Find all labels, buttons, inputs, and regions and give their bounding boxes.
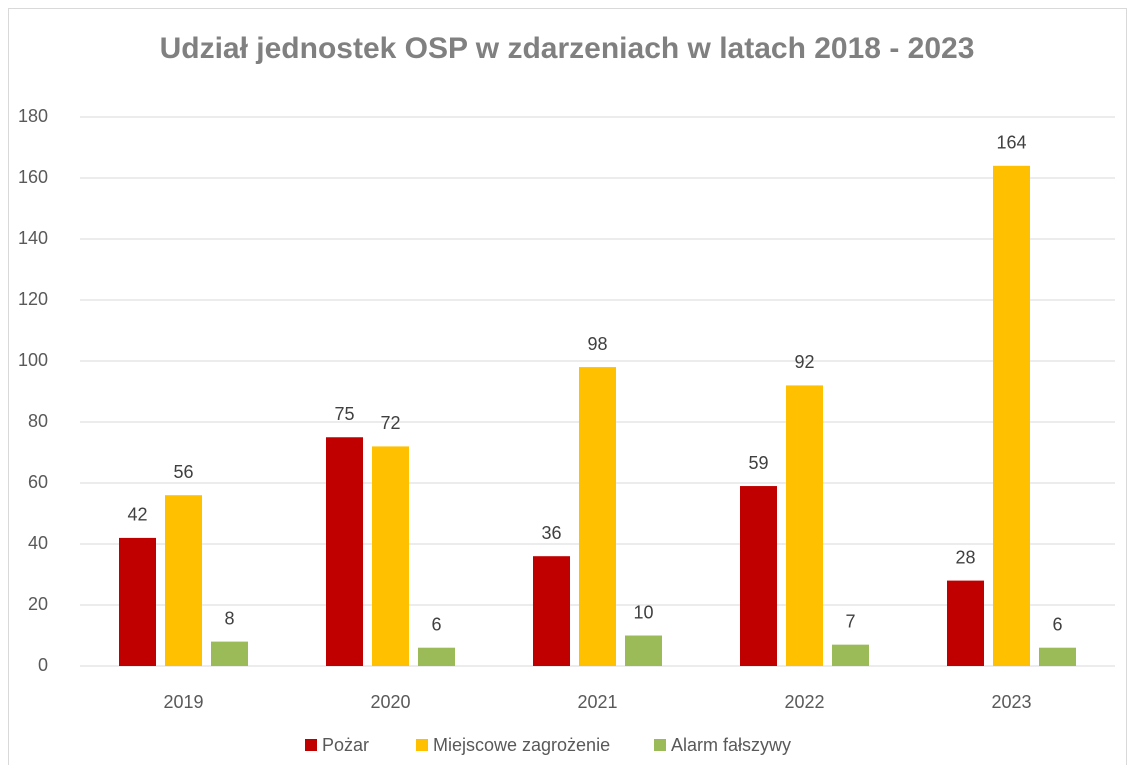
- bar: [947, 580, 984, 666]
- data-label: 8: [224, 608, 234, 628]
- data-label: 164: [996, 133, 1026, 153]
- bar: [326, 437, 363, 666]
- legend-label: Miejscowe zagrożenie: [433, 735, 610, 755]
- bar: [993, 165, 1030, 667]
- legend-swatch: [416, 739, 428, 751]
- data-label: 6: [431, 614, 441, 634]
- legend-swatch: [305, 739, 317, 751]
- x-tick-label: 2022: [784, 692, 824, 712]
- data-label: 10: [633, 602, 653, 622]
- data-label: 56: [173, 462, 193, 482]
- bar: [119, 537, 156, 666]
- data-label: 42: [127, 505, 147, 525]
- bar: [372, 446, 409, 666]
- legend-swatch: [654, 739, 666, 751]
- legend-label: Alarm fałszywy: [671, 735, 791, 755]
- bar: [832, 644, 869, 666]
- data-label: 7: [845, 611, 855, 631]
- y-tick-label: 120: [18, 289, 48, 309]
- bar: [786, 385, 823, 666]
- data-label: 59: [748, 453, 768, 473]
- y-tick-label: 0: [38, 655, 48, 675]
- bar: [165, 495, 202, 666]
- y-tick-label: 40: [28, 533, 48, 553]
- legend-label: Pożar: [322, 735, 369, 755]
- y-tick-label: 180: [18, 106, 48, 126]
- data-label: 75: [334, 404, 354, 424]
- x-tick-label: 2021: [577, 692, 617, 712]
- data-label: 28: [955, 547, 975, 567]
- data-label: 98: [587, 334, 607, 354]
- x-tick-label: 2019: [163, 692, 203, 712]
- bar: [418, 647, 455, 666]
- x-tick-label: 2020: [370, 692, 410, 712]
- y-tick-label: 80: [28, 411, 48, 431]
- bar: [533, 556, 570, 666]
- data-label: 92: [794, 352, 814, 372]
- y-tick-label: 160: [18, 167, 48, 187]
- chart-title: Udział jednostek OSP w zdarzeniach w lat…: [160, 32, 975, 65]
- y-tick-label: 20: [28, 594, 48, 614]
- data-label: 72: [380, 413, 400, 433]
- x-tick-label: 2023: [991, 692, 1031, 712]
- y-tick-label: 140: [18, 228, 48, 248]
- bar: [625, 635, 662, 666]
- y-tick-label: 100: [18, 350, 48, 370]
- data-label: 36: [541, 523, 561, 543]
- bar: [579, 367, 616, 666]
- y-tick-label: 60: [28, 472, 48, 492]
- bar: [740, 486, 777, 666]
- bar: [1039, 647, 1076, 666]
- bar: [211, 641, 248, 666]
- data-label: 6: [1052, 614, 1062, 634]
